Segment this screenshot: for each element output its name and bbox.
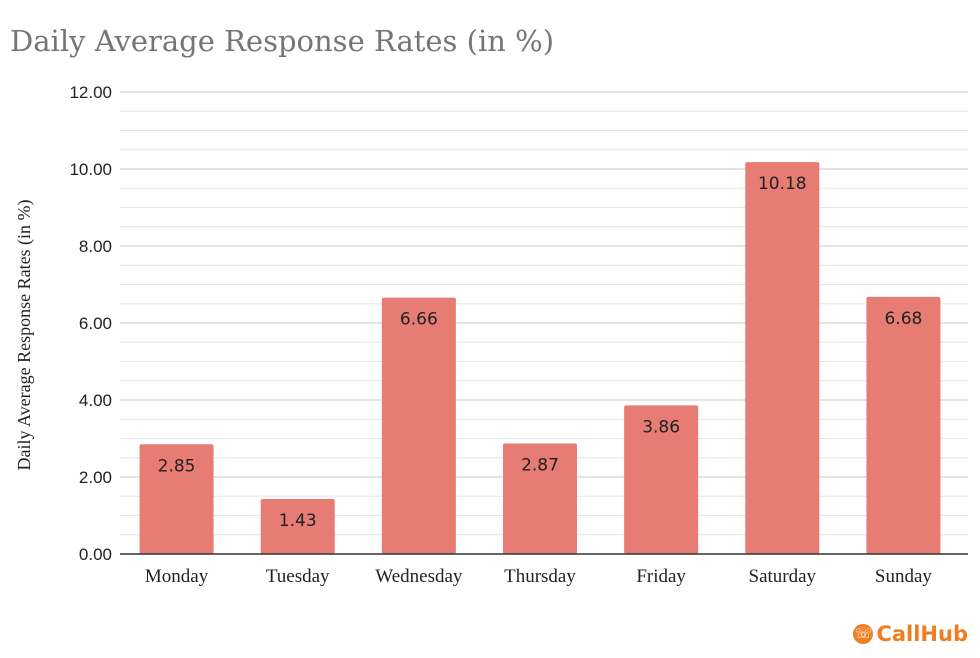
bar-thursday (503, 443, 577, 554)
bar-monday (139, 444, 214, 554)
callhub-logo-text: CallHub (876, 622, 968, 646)
callhub-logo-icon: ☏ (853, 624, 874, 644)
y-tick-label: 0.00 (79, 545, 112, 564)
bar-friday (624, 405, 699, 554)
data-label-tuesday: 1.43 (279, 511, 317, 531)
x-tick-label-saturday: Saturday (749, 566, 817, 587)
data-label-saturday: 10.18 (758, 174, 807, 194)
y-tick-label: 2.00 (79, 468, 112, 487)
y-tick-label: 8.00 (79, 237, 112, 256)
data-label-wednesday: 6.66 (400, 310, 438, 330)
y-tick-label: 10.00 (69, 160, 112, 179)
x-tick-label-monday: Monday (145, 566, 209, 587)
x-axis-categories: Monday Tuesday Wednesday Thursday Friday Satu… (145, 566, 933, 587)
bar-sunday (866, 296, 941, 554)
chart-title: Daily Average Response Rates (in %) (10, 24, 554, 58)
y-axis-ticks: 0.00 2.00 4.00 6.00 8.00 10.00 12.00 (69, 83, 112, 564)
data-label-thursday: 2.87 (521, 456, 559, 476)
y-tick-label: 4.00 (79, 391, 112, 410)
x-tick-label-tuesday: Tuesday (266, 566, 330, 587)
x-tick-label-thursday: Thursday (504, 566, 576, 587)
x-tick-label-wednesday: Wednesday (375, 566, 463, 587)
x-tick-label-friday: Friday (636, 566, 686, 587)
data-label-monday: 2.85 (158, 456, 196, 476)
data-label-friday: 3.86 (642, 417, 680, 437)
x-tick-label-sunday: Sunday (875, 566, 933, 587)
data-label-sunday: 6.68 (884, 309, 922, 329)
callhub-logo: ☏ CallHub (853, 622, 968, 646)
chart-bars: 2.85 1.43 6.66 2.87 3.86 10.18 6.68 (139, 162, 941, 554)
y-tick-label: 12.00 (69, 83, 112, 102)
bar-wednesday (381, 297, 456, 554)
bar-tuesday (260, 498, 335, 554)
bar-saturday (745, 162, 820, 554)
y-axis-label: Daily Average Response Rates (in %) (14, 199, 35, 470)
chart-gridlines (120, 91, 968, 536)
y-tick-label: 6.00 (79, 314, 112, 333)
